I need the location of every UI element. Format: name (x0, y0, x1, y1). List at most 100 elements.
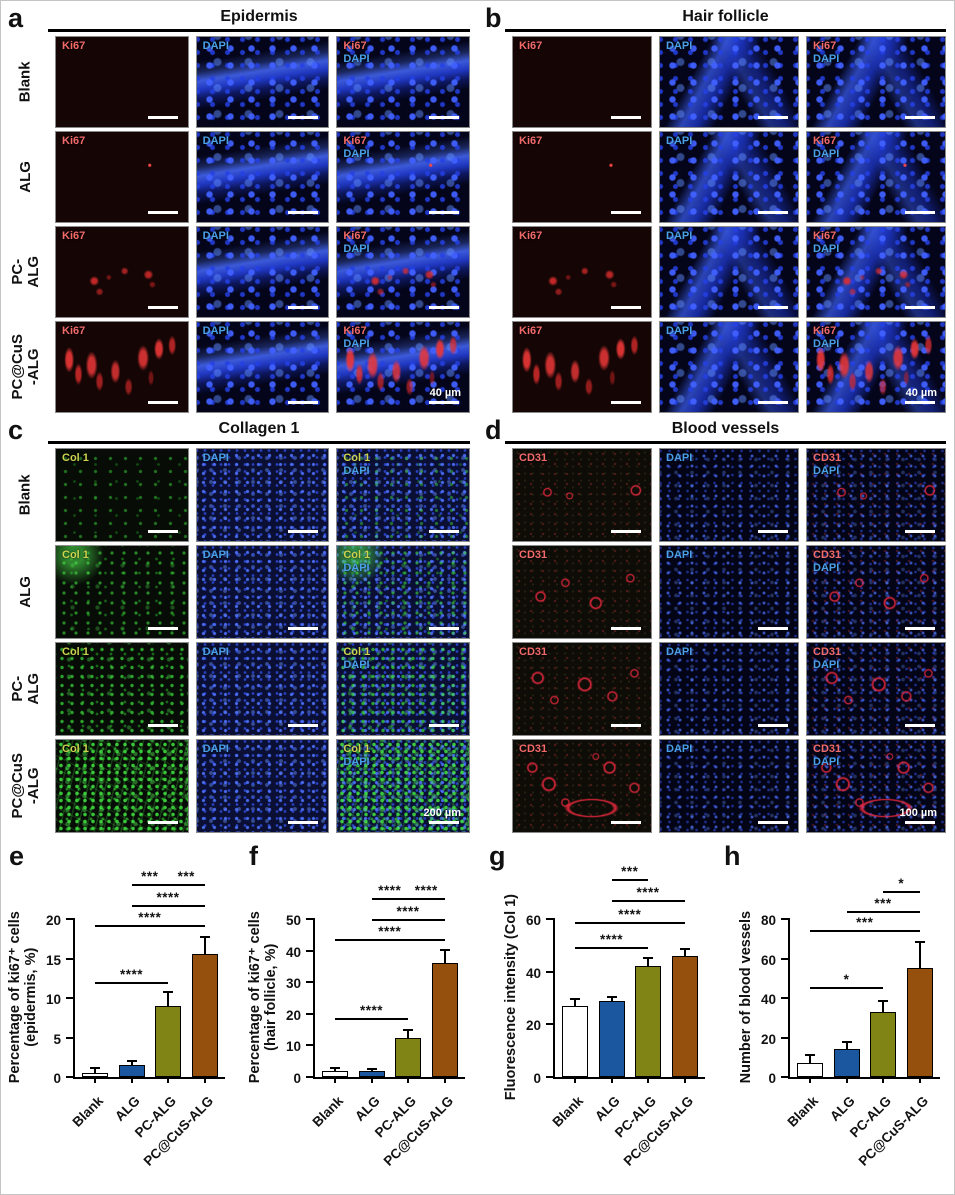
marker-tag: Ki67 (813, 230, 837, 242)
dapi-tag: DAPI (343, 243, 370, 255)
scale-bar (147, 627, 178, 630)
marker-tag: Ki67 (62, 40, 86, 52)
x-category-label: ALG (827, 1093, 858, 1124)
x-tick (94, 1077, 96, 1083)
significance-stars: * (898, 876, 905, 892)
x-axis-labels: Blank ALG PC-ALG PC@CuS-ALG (310, 1077, 465, 1177)
significance-stars: *** (621, 863, 639, 879)
dapi-tag: DAPI (343, 562, 370, 574)
dapi-tag: DAPI (666, 646, 693, 658)
y-tick-label: 0 (768, 1071, 776, 1086)
error-bar (610, 996, 613, 1003)
dapi-tag: DAPI (813, 756, 840, 768)
micrograph-tile: Col 1 DAPI 200 µm (336, 739, 470, 833)
micrograph-tile: Col 1 DAPI (336, 448, 470, 542)
scale-label: 40 µm (429, 387, 461, 399)
row-label-cell: ALG (3, 545, 48, 639)
micrograph-tile: Col 1 (55, 739, 189, 833)
dapi-tag: DAPI (202, 40, 229, 52)
micrograph-tile: CD31 (512, 642, 652, 736)
row-label-cell (480, 321, 505, 413)
scale-bar (147, 401, 178, 404)
marker-tag: CD31 (813, 743, 842, 755)
bar-blank (562, 1005, 588, 1077)
scale-bar (611, 724, 641, 727)
row-label-cell (480, 739, 505, 833)
micrograph-tile: DAPI (659, 739, 799, 833)
marker-tag: Ki67 (813, 135, 837, 147)
marker-tag: Col 1 (62, 452, 89, 464)
bar-alg (833, 1049, 860, 1077)
micrograph-tile: DAPI (195, 545, 330, 639)
dapi-tag: DAPI (343, 756, 370, 768)
x-axis-labels: Blank ALG PC-ALG PC@CuS-ALG (550, 1077, 705, 1177)
significance-bracket: **** (95, 910, 205, 927)
y-tick (781, 1036, 790, 1039)
scale-bar (758, 306, 788, 309)
fluorescence-layer (807, 322, 945, 412)
error-bar-cap (643, 956, 653, 959)
y-tick-label: 30 (285, 976, 301, 992)
row-label-cell (480, 226, 505, 318)
scale-bar (611, 821, 641, 824)
bar-blank (797, 1063, 823, 1077)
scale-bar (905, 401, 935, 404)
row-label-cell: Blank (3, 36, 48, 128)
significance-stars: *** (141, 868, 159, 884)
scale-bar (758, 116, 788, 119)
panel-b-title: Hair follicle (505, 8, 946, 32)
dapi-tag: DAPI (813, 53, 840, 65)
significance-bracket: **** (335, 1003, 408, 1021)
micrograph-tile: Col 1 (55, 545, 189, 639)
fluorescence-layer (513, 643, 651, 735)
scale-bar (611, 211, 641, 214)
dapi-tag: DAPI (343, 148, 370, 160)
scale-bar (429, 306, 459, 309)
marker-tag: CD31 (519, 743, 548, 755)
marker-tag: Col 1 (62, 646, 89, 658)
error-bar (845, 1042, 848, 1052)
error-bar (94, 1068, 96, 1076)
y-tick-label: 20 (285, 1007, 301, 1023)
micrograph-tile: DAPI (659, 448, 799, 542)
significance-bracket: **** (575, 932, 648, 950)
bar-alg (358, 1070, 385, 1077)
fluorescence-layer (513, 546, 651, 638)
panel-g: g Fluorescence intensity (Col 1) 0 20 40 60 **… (481, 839, 716, 1183)
micrograph-tile: DAPI (659, 131, 799, 223)
significance-bracket: **** (335, 924, 445, 942)
micrograph-tile: Ki67 (55, 131, 189, 223)
error-bar (918, 941, 921, 971)
dapi-tag: DAPI (202, 135, 229, 147)
marker-tag: Col 1 (62, 549, 89, 561)
fluorescence-layer (660, 37, 798, 127)
micrograph-tile: Ki67 DAPI (336, 131, 470, 223)
x-tick (647, 1077, 649, 1083)
panel-d-letter: d (485, 415, 502, 445)
fluorescence-layer (337, 227, 469, 317)
panel-g-letter: g (489, 841, 506, 871)
fluorescence-layer (807, 546, 945, 638)
fluorescence-layer (56, 643, 188, 735)
bar-pc-alg (155, 1005, 181, 1077)
bar-pc-alg (635, 966, 661, 1077)
micrograph-tile: Ki67 (55, 321, 189, 413)
x-tick (809, 1077, 811, 1083)
marker-tag: Col 1 (343, 452, 371, 464)
error-bar-cap (199, 936, 210, 939)
error-bar (574, 999, 576, 1008)
dapi-tag: DAPI (202, 230, 229, 242)
bar-pc-cus-alg (431, 963, 458, 1077)
micrograph-tile: CD31 (512, 545, 652, 639)
micrograph-tile: Ki67 DAPI (806, 131, 946, 223)
fluorescence-layer (660, 546, 798, 638)
x-tick (167, 1077, 169, 1083)
row-label: ALG (16, 576, 34, 608)
bar-alg (598, 1000, 625, 1077)
fluorescence-layer (196, 449, 329, 541)
error-bar-cap (366, 1068, 377, 1071)
scale-bar (147, 821, 178, 824)
scale-bar (288, 627, 319, 630)
micrograph-tile: Col 1 DAPI (336, 545, 470, 639)
error-bar-cap (606, 995, 617, 998)
